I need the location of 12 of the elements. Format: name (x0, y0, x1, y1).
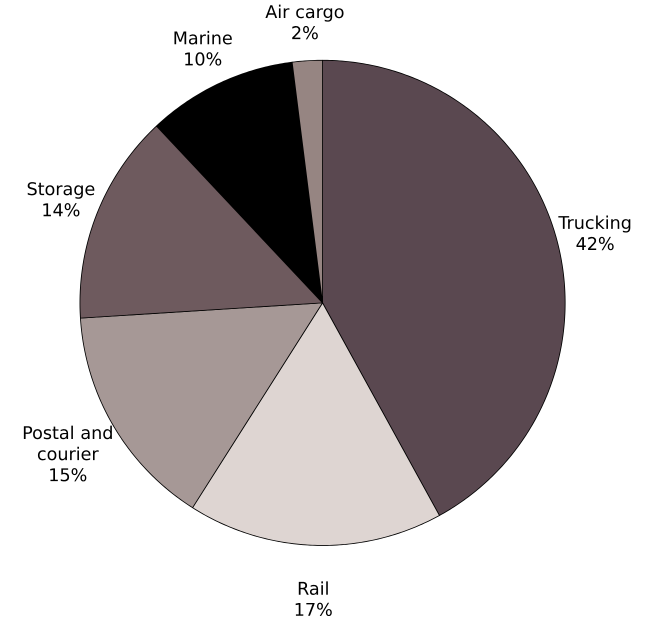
slice-label: Trucking (558, 216, 630, 233)
data-label: 15% (50, 468, 86, 482)
slice-label: Rail (298, 581, 328, 596)
slice-label: Air cargo (265, 4, 344, 22)
data-label: 10% (185, 52, 222, 66)
data-label: 14% (43, 203, 80, 217)
slice-label: Storage (28, 182, 94, 199)
data-label: 42% (576, 237, 614, 250)
data-label: 2% (292, 26, 318, 40)
slice-label: Postal and courier (24, 426, 112, 460)
data-label: 17% (296, 602, 332, 616)
slice-label: Marine (174, 31, 232, 45)
